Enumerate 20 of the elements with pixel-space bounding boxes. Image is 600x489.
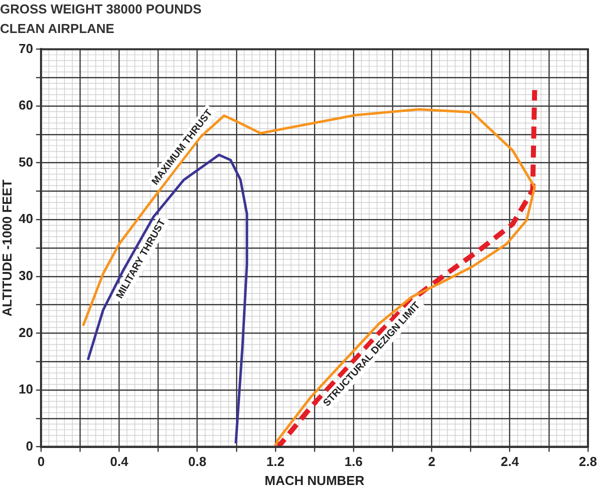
x-tick-label: 0.8: [188, 454, 206, 470]
chart-title: GROSS WEIGHT 38000 POUNDS: [0, 1, 202, 16]
y-tick-label: 50: [18, 154, 34, 170]
x-tick-label: 2: [428, 454, 436, 470]
x-tick-label: 0.4: [110, 454, 129, 470]
x-tick-label: 0: [37, 454, 45, 470]
y-tick-label: 20: [18, 324, 34, 340]
x-tick-label: 2.8: [578, 454, 598, 470]
y-tick-label: 60: [18, 98, 34, 113]
x-axis-title: MACH NUMBER: [264, 472, 365, 488]
y-tick-label: 40: [18, 211, 34, 226]
y-tick-label: 70: [18, 40, 34, 56]
x-tick-label: 2.4: [500, 454, 520, 470]
y-axis-title: ALTITUDE -1000 FEET: [0, 179, 14, 317]
x-tick-label: 1.6: [344, 454, 363, 470]
chart-subtitle: CLEAN AIRPLANE: [0, 20, 115, 36]
x-tick-label: 1.2: [266, 454, 284, 470]
y-tick-label: 0: [26, 438, 34, 454]
y-tick-label: 30: [18, 268, 34, 283]
y-tick-label: 10: [18, 382, 34, 397]
